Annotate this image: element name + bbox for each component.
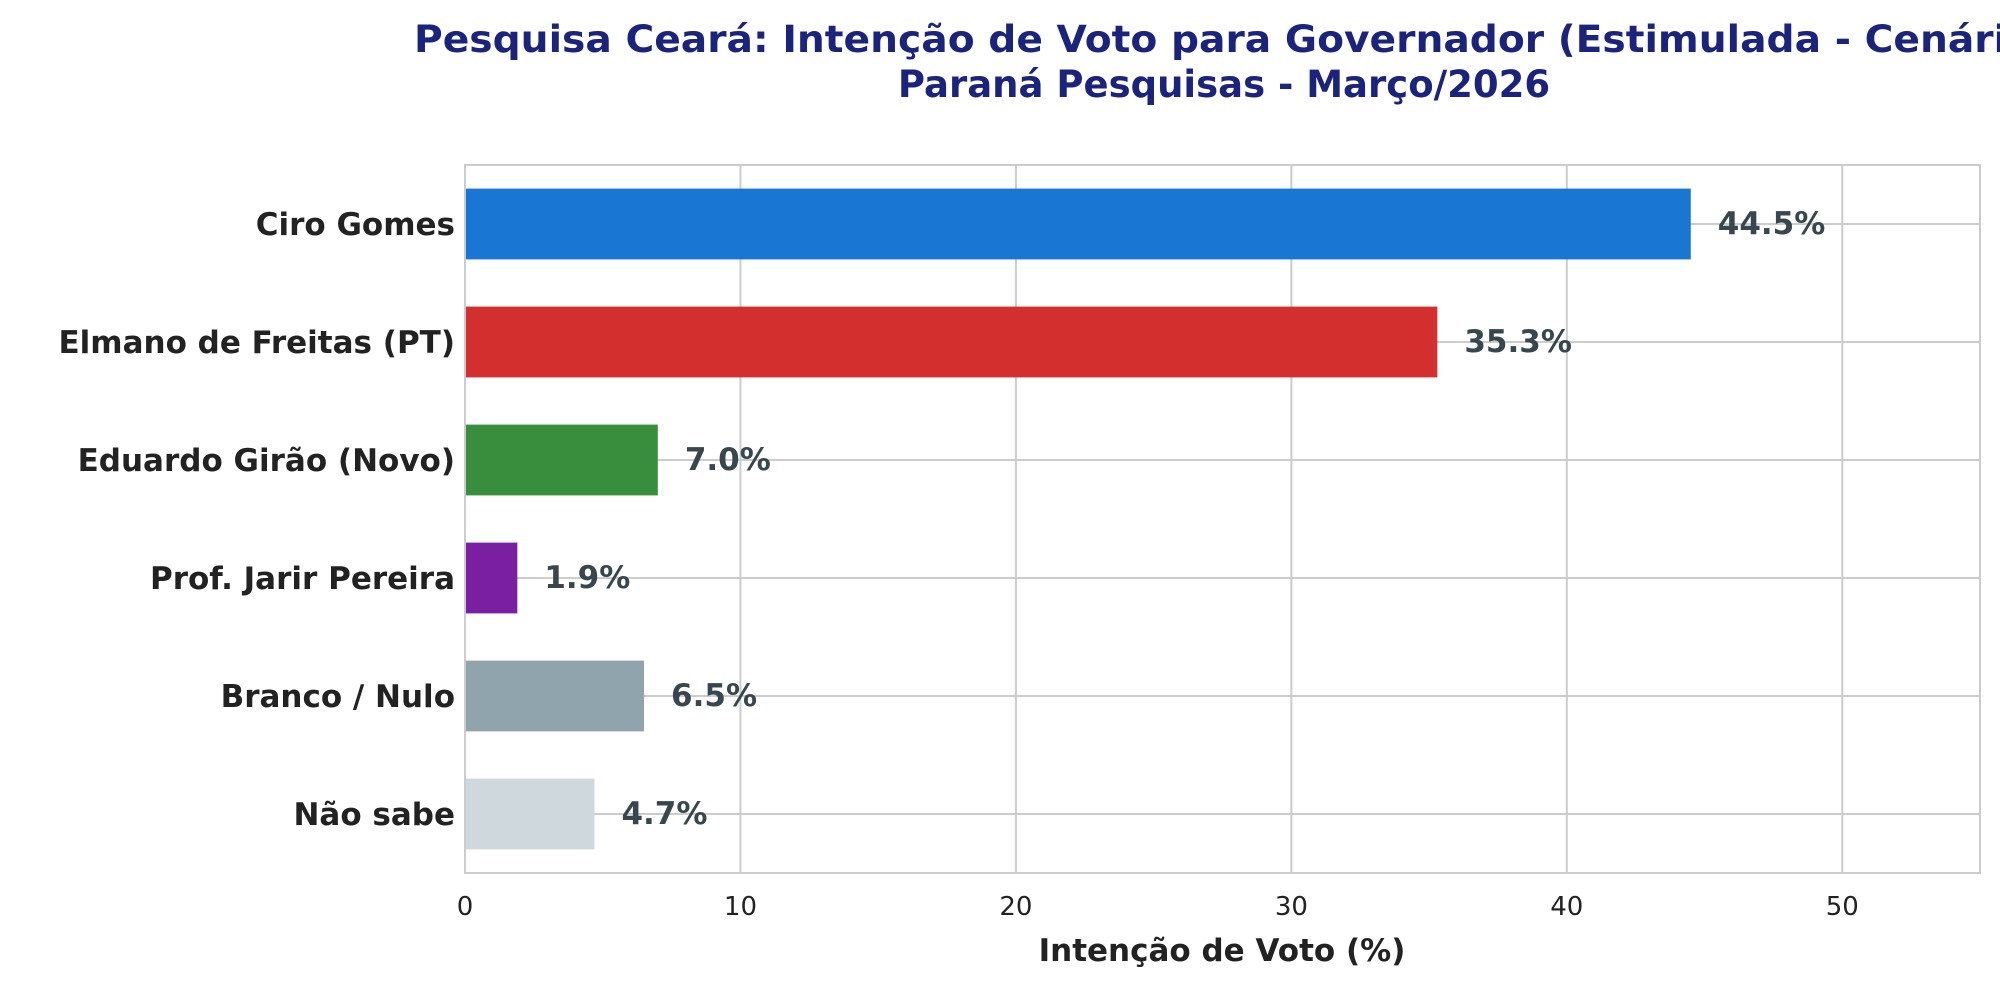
chart-subtitle: Paraná Pesquisas - Março/2026 — [898, 63, 1550, 106]
grid — [464, 165, 1980, 873]
data-label: 7.0% — [685, 442, 771, 478]
y-tick-label: Elmano de Freitas (PT) — [58, 325, 455, 361]
bars — [466, 188, 1691, 850]
x-tick-label: 40 — [1550, 892, 1583, 922]
x-ticks: 0 10 20 30 40 50 — [457, 892, 1859, 922]
x-tick-label: 0 — [457, 892, 474, 922]
y-tick-label: Prof. Jarir Pereira — [150, 561, 455, 597]
y-tick-label: Ciro Gomes — [256, 207, 455, 243]
y-tick-label: Branco / Nulo — [221, 679, 455, 715]
plot-frame — [464, 164, 1981, 874]
bar — [466, 306, 1438, 378]
y-tick-label: Eduardo Girão (Novo) — [78, 443, 455, 479]
data-label: 6.5% — [671, 678, 757, 714]
x-tick-label: 10 — [724, 892, 757, 922]
bar — [466, 542, 518, 614]
data-label: 4.7% — [621, 796, 707, 832]
bar — [466, 188, 1691, 260]
bar — [466, 424, 658, 496]
bar — [466, 660, 645, 732]
x-tick-label: 30 — [1275, 892, 1308, 922]
chart-title: Pesquisa Ceará: Intenção de Voto para Go… — [414, 18, 2000, 61]
y-tick-label: Não sabe — [293, 797, 455, 833]
data-label: 1.9% — [544, 560, 630, 596]
x-axis-label: Intenção de Voto (%) — [1039, 933, 1406, 969]
data-label: 35.3% — [1464, 324, 1572, 360]
x-tick-label: 50 — [1826, 892, 1859, 922]
bar — [466, 778, 595, 850]
data-label: 44.5% — [1718, 206, 1826, 242]
labels: Ciro Gomes 44.5% Elmano de Freitas (PT) 35.… — [58, 206, 1825, 833]
x-tick-label: 20 — [999, 892, 1032, 922]
